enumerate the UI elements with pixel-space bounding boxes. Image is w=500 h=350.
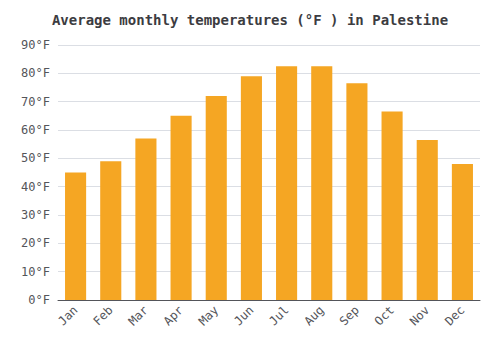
svg-text:Oct: Oct (372, 303, 397, 328)
svg-text:Jun: Jun (231, 303, 256, 328)
svg-text:50°F: 50°F (21, 151, 50, 165)
svg-text:90°F: 90°F (21, 38, 50, 52)
svg-text:Jan: Jan (55, 303, 80, 328)
svg-text:20°F: 20°F (21, 236, 50, 250)
svg-text:Sep: Sep (337, 303, 362, 328)
svg-text:Feb: Feb (90, 303, 115, 328)
svg-text:10°F: 10°F (21, 265, 50, 279)
svg-text:70°F: 70°F (21, 95, 50, 109)
svg-text:Average monthly temperatures (: Average monthly temperatures (°F ) in Pa… (52, 12, 448, 28)
svg-text:May: May (196, 303, 221, 328)
svg-text:80°F: 80°F (21, 66, 50, 80)
svg-text:Apr: Apr (161, 303, 186, 328)
svg-text:60°F: 60°F (21, 123, 50, 137)
svg-text:Nov: Nov (407, 303, 432, 328)
svg-text:Aug: Aug (301, 303, 326, 328)
svg-text:40°F: 40°F (21, 180, 50, 194)
svg-text:Mar: Mar (126, 303, 151, 328)
svg-text:30°F: 30°F (21, 208, 50, 222)
svg-text:0°F: 0°F (28, 293, 50, 307)
svg-text:Jul: Jul (266, 303, 291, 328)
svg-text:Dec: Dec (442, 303, 467, 328)
